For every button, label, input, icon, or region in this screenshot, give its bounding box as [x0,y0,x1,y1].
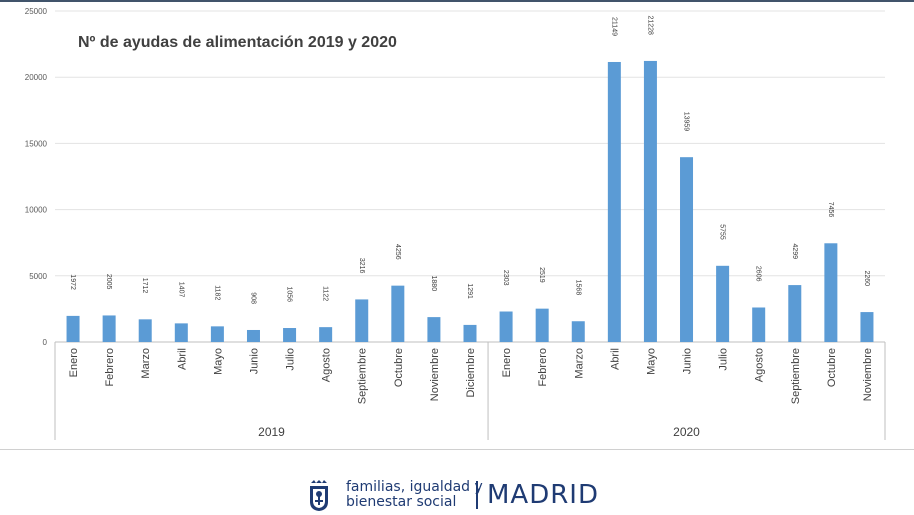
bar [535,308,549,342]
footer-separator [476,481,478,509]
bar [210,326,224,342]
bar [138,319,152,342]
data-label: 1712 [141,278,148,294]
x-tick-label: Julio [718,348,730,371]
bar [680,157,694,342]
x-tick-label: Julio [285,348,297,371]
data-label: 21228 [646,15,653,35]
data-label: 2303 [502,270,509,286]
bar [246,329,260,342]
data-label: 908 [249,292,256,304]
x-tick-label: Febrero [104,348,116,387]
bar-chart: 0 5000 10000 15000 20000 25000 1972 Enero 2005 Fe… [25,7,886,440]
x-tick-label: Mayo [212,348,224,375]
department-line-2: bienestar social [346,494,457,510]
department-name: familias, igualdad y bienestar social [346,480,483,510]
bar [716,265,730,342]
x-tick-label: Marzo [140,348,152,379]
data-label: 1880 [430,276,437,292]
data-label: 21149 [610,17,617,36]
bar [102,315,116,342]
bar [355,299,369,342]
bar [319,327,333,342]
bar [643,60,657,342]
bar [752,307,766,342]
x-tick-label: Diciembre [465,348,477,398]
data-label: 2519 [538,267,545,283]
bar [824,243,838,342]
city-name: MADRID [487,480,599,510]
data-label: 3216 [358,258,365,274]
x-tick-label: Noviembre [862,348,874,401]
x-tick-label: Abril [176,348,188,370]
footer: familias, igualdad y bienestar social MA… [0,470,914,515]
x-tick-label: Agosto [754,348,766,382]
x-tick-label: Junio [248,348,260,374]
data-label: 1056 [286,286,293,302]
data-label: 1122 [322,286,329,301]
data-label: 4299 [791,244,798,260]
bar [283,328,297,342]
data-label: 2606 [755,266,762,282]
madrid-coat-of-arms-icon [310,480,328,511]
x-tick-label: Septiembre [790,348,802,404]
data-label: 1407 [177,282,184,298]
data-label: 5755 [719,224,726,240]
bar [427,317,441,342]
data-label: 13959 [683,112,690,132]
footer-divider [0,449,914,450]
data-label: 4256 [394,244,401,260]
x-tick-label: Mayo [645,348,657,375]
x-tick-label: Enero [501,348,513,377]
bar [607,61,621,342]
data-label: 2005 [105,274,112,290]
y-tick-label: 0 [43,338,48,347]
data-label: 1182 [213,285,220,300]
data-label: 1291 [466,283,473,299]
bar [66,315,80,342]
bar [463,324,477,342]
y-tick-label: 20000 [25,73,48,82]
data-label: 1972 [69,274,76,290]
top-rule [0,0,914,2]
x-tick-label: Octubre [826,348,838,387]
bar [499,311,513,342]
bar [788,285,802,342]
bar [174,323,188,342]
x-tick-label: Abril [609,348,621,370]
y-tick-label: 15000 [25,139,48,148]
bar [571,321,585,342]
bar [391,285,405,342]
x-tick-label: Septiembre [357,348,369,404]
x-tick-label: Agosto [321,348,333,382]
x-tick-label: Noviembre [429,348,441,401]
y-tick-label: 25000 [25,7,48,16]
x-tick-label: Junio [682,348,694,374]
x-tick-label: Enero [68,348,80,377]
x-tick-label: Marzo [573,348,585,379]
x-tick-label: Octubre [393,348,405,387]
department-line-1: familias, igualdad y [346,479,483,495]
x-tick-label: Febrero [537,348,549,387]
chart-title: Nº de ayudas de alimentación 2019 y 2020 [78,34,397,51]
y-tick-label: 5000 [29,272,47,281]
y-tick-label: 10000 [25,206,48,215]
group-label: 2019 [258,425,285,439]
data-label: 1568 [574,280,581,296]
data-label: 7456 [827,202,834,218]
bar [860,312,874,342]
group-label: 2020 [673,425,700,439]
data-label: 2260 [863,270,870,286]
